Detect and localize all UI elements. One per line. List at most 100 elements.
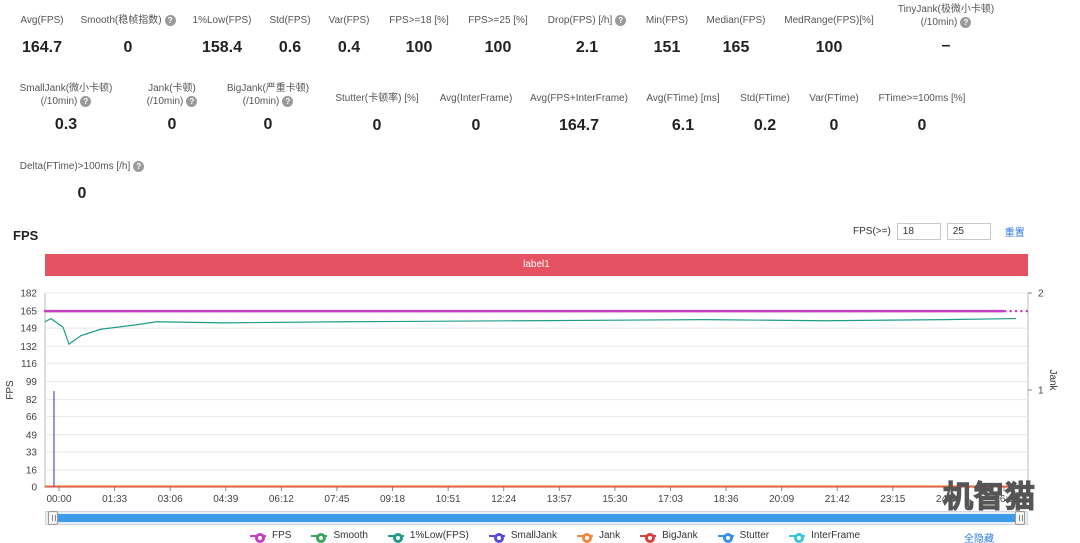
fps-point [248,309,252,313]
legend-line-icon [250,532,266,543]
metric-card: Avg(FTime) [ms] 6.1 [593,92,773,135]
fps-point [459,309,462,313]
fps-point [1020,309,1023,313]
legend-item[interactable]: Stutter [717,530,770,543]
fps-point [270,309,273,313]
fps-point [831,309,834,313]
fps-threshold-1-input[interactable] [896,223,941,240]
fps-point [324,309,327,313]
fps-point [1004,309,1007,313]
legend-line-icon [717,532,734,543]
legend-item[interactable]: Smooth [311,530,368,543]
x-tick-label: 12:24 [491,494,516,505]
metric-label: FTime>=100ms [%] [878,93,966,104]
help-icon[interactable]: ? [164,15,176,26]
fps-point [335,309,338,313]
fps-point [906,309,910,313]
fps-point [313,309,316,313]
help-icon[interactable]: ? [615,15,627,26]
fps-point [647,309,651,313]
slider-right-handle[interactable] [1015,511,1025,525]
fps-point [491,309,494,313]
legend-label: Jank [598,530,621,541]
metric-label: SmallJank(微小卡顿) [19,83,113,94]
label-bar[interactable]: label1 [45,254,1028,276]
slider-left-handle[interactable] [48,511,58,525]
fps-point [275,309,279,313]
fps-point [464,309,467,313]
metric-label: Std(FPS) [269,15,311,26]
metric-label-unit: (/10min) [146,96,184,107]
help-icon[interactable]: ? [80,96,92,107]
fps-point [960,309,964,313]
metric-label-unit: (/10min) [920,17,958,28]
metric-label-unit: (/10min) [40,96,78,107]
x-tick-label: 23:15 [880,494,905,505]
metric-value: 100 [405,39,433,56]
fps-point [232,309,236,313]
fps-point [383,309,387,313]
legend-item[interactable]: SmallJank [488,530,557,543]
y-tick-label: 132 [20,342,37,353]
y-tick-label: 116 [21,359,37,370]
fps-threshold-2-input[interactable] [946,223,991,240]
legend-item[interactable]: InterFrame [789,530,860,543]
fps-point [901,309,904,313]
fps-point [631,309,635,313]
fps-point [696,309,699,313]
fps-point [108,309,111,313]
slider-range-fill[interactable] [54,514,1019,522]
metric-card: Std(FTime) 0.2 [675,92,855,135]
fps-point [523,309,527,313]
x-tick-label: 24:48 [936,494,961,505]
fps-chart[interactable]: 0 16 33 49 66 82 99 116 132 149 165 182 1 2 FPS Jank 00:… [0,284,1080,510]
help-icon[interactable]: ? [960,17,972,28]
metric-card: Std(FPS) 0.6 [200,14,380,57]
metric-value: 6.1 [671,117,695,134]
metric-label: Median(FPS) [706,15,766,26]
fps-point [86,309,90,313]
metric-value: 2.1 [575,39,599,56]
metric-card: MedRange(FPS)[%] 100 [739,14,919,57]
reset-button[interactable]: 重置 [1004,228,1025,239]
legend-item[interactable]: Jank [576,530,621,543]
fps-point [874,309,877,313]
legend-item[interactable]: FPS [250,530,292,543]
fps-point [264,309,268,313]
fps-point [809,309,813,313]
metric-card: Avg(InterFrame) 0 [386,92,566,135]
legend-label: Smooth [333,530,368,541]
metric-value: 164.7 [558,117,600,134]
x-tick-label: 00:00 [46,494,71,505]
legend-item[interactable]: BigJank [640,530,698,543]
help-icon[interactable]: ? [186,96,198,107]
y-tick-label: 16 [26,465,38,476]
fps-point [664,309,667,313]
legend-label: Stutter [739,530,770,541]
metric-label: Var(FPS) [328,15,370,26]
fps-point [550,309,554,313]
x-tick-label: 10:51 [436,494,461,505]
y-tick-label: 82 [26,395,38,406]
fps-point [691,309,694,313]
metric-value: 100 [484,39,512,56]
help-icon[interactable]: ? [133,161,145,172]
fps-point [70,309,74,313]
x-tick-label: 09:18 [380,494,405,505]
fps-point [561,309,565,313]
y-tick-label: 99 [26,377,38,388]
fps-point [577,309,581,313]
legend-label: FPS [272,530,292,541]
time-range-slider[interactable] [45,511,1028,525]
fps-point [588,309,592,313]
y2-tick-label: 1 [1038,386,1044,397]
help-icon[interactable]: ? [282,96,294,107]
fps-point [437,309,440,313]
fps-point [399,309,403,313]
fps-point [680,309,683,313]
hide-all-button[interactable]: 全隐藏 [964,534,994,543]
metric-label: TinyJank(极微小卡顿) [897,4,995,15]
legend-item[interactable]: 1%Low(FPS) [387,530,469,543]
fps-point [594,309,597,313]
metric-label: FPS>=18 [%] [389,15,449,26]
